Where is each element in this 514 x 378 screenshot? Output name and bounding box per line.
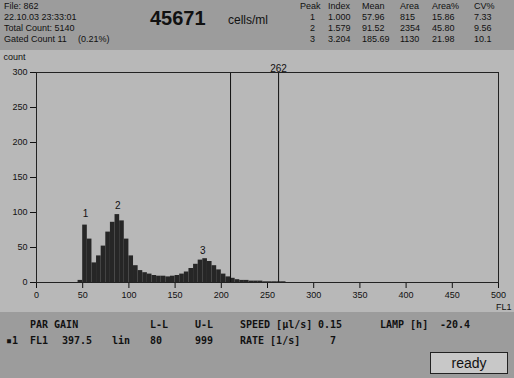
html-text:ready: ready	[451, 355, 487, 371]
html-text:Peak: Peak	[300, 1, 321, 11]
svg-text:350: 350	[352, 290, 367, 300]
html-text:RATE [1/s]: RATE [1/s]	[240, 335, 301, 346]
html-text:2: 2	[310, 23, 315, 33]
svg-text:400: 400	[399, 290, 414, 300]
html-text:Area%: Area%	[432, 1, 459, 11]
svg-text:100: 100	[121, 290, 136, 300]
svg-text:100: 100	[12, 207, 27, 217]
html-text:1130: 1130	[400, 34, 420, 44]
html-text:7.33: 7.33	[474, 12, 492, 22]
html-text:1.579: 1.579	[328, 23, 351, 33]
svg-text:count: count	[4, 52, 27, 62]
svg-text:200: 200	[12, 137, 27, 147]
html-text:U-L: U-L	[195, 319, 214, 330]
html-text:Gated Count 11: Gated Count 11	[4, 34, 67, 44]
html-text:Mean: Mean	[362, 1, 385, 11]
svg-text:200: 200	[214, 290, 229, 300]
html-text:SPEED [µl/s]: SPEED [µl/s]	[240, 319, 313, 330]
svg-text:0: 0	[22, 277, 27, 287]
html-text:397.5: 397.5	[62, 335, 93, 346]
html-text:-20.4: -20.4	[440, 319, 471, 330]
html-text:185.69: 185.69	[362, 34, 390, 44]
svg-text:250: 250	[260, 290, 275, 300]
html-text:1: 1	[310, 12, 315, 22]
html-text:Area: Area	[400, 1, 419, 11]
html-text:File: 862: File: 862	[4, 1, 39, 11]
html-text:80: 80	[150, 335, 162, 346]
svg-text:50: 50	[78, 290, 88, 300]
svg-text:3: 3	[200, 245, 206, 256]
html-text:57.96: 57.96	[362, 12, 385, 22]
svg-text:0: 0	[34, 290, 39, 300]
html-text:9.56: 9.56	[474, 23, 492, 33]
svg-text:262: 262	[270, 63, 287, 74]
html-text:cells/ml: cells/ml	[228, 13, 268, 27]
html-text:3: 3	[310, 34, 315, 44]
svg-text:FL1: FL1	[496, 302, 512, 312]
svg-text:1: 1	[83, 208, 89, 219]
html-text:21.98: 21.98	[432, 34, 455, 44]
svg-text:500: 500	[491, 290, 506, 300]
html-text:LAMP [h]: LAMP [h]	[380, 319, 429, 330]
html-text:45671: 45671	[150, 7, 206, 29]
html-text:Index: Index	[328, 1, 350, 11]
html-text:Total Count: 5140: Total Count: 5140	[4, 23, 75, 33]
html-text:10.1: 10.1	[474, 34, 492, 44]
html-text:999: 999	[195, 335, 214, 346]
html-text:91.52: 91.52	[362, 23, 385, 33]
svg-text:150: 150	[168, 290, 183, 300]
svg-text:150: 150	[12, 172, 27, 182]
html-text:(0.21%): (0.21%)	[78, 34, 110, 44]
svg-text:300: 300	[12, 67, 27, 77]
html-text:PAR GAIN: PAR GAIN	[30, 319, 79, 330]
svg-text:300: 300	[306, 290, 321, 300]
html-text:0.15: 0.15	[318, 319, 343, 330]
html-text:CV%: CV%	[474, 1, 495, 11]
html-text:45.80: 45.80	[432, 23, 455, 33]
svg-text:450: 450	[445, 290, 460, 300]
html-text:▪1: ▪1	[6, 335, 18, 346]
html-text:L-L: L-L	[150, 319, 169, 330]
html-text:FL1: FL1	[30, 335, 49, 346]
html-text:2354: 2354	[400, 23, 420, 33]
html-text:7: 7	[330, 335, 336, 346]
html-text:815: 815	[400, 12, 415, 22]
html-text:3.204: 3.204	[328, 34, 351, 44]
html-text:lin: lin	[112, 335, 131, 346]
svg-text:50: 50	[17, 242, 27, 252]
html-text:15.86: 15.86	[432, 12, 455, 22]
svg-text:2: 2	[115, 200, 121, 211]
svg-text:250: 250	[12, 102, 27, 112]
html-text:22.10.03 23:33:01: 22.10.03 23:33:01	[4, 12, 77, 22]
html-text:1.000: 1.000	[328, 12, 351, 22]
